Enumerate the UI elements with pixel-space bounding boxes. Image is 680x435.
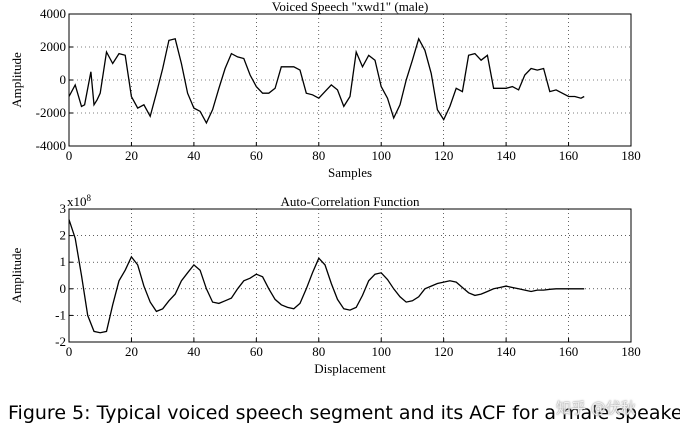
watermark: 知乎 @伏秋 (556, 399, 636, 417)
x-tick-label: 120 (434, 344, 454, 359)
x-tick-label: 100 (371, 148, 391, 163)
x-tick-label: 100 (371, 344, 391, 359)
acf-multiplier-exponent: 8 (87, 193, 92, 203)
y-tick-label: 0 (60, 72, 67, 87)
acf-chart-grid (69, 209, 631, 342)
y-tick-label: -2 (55, 334, 66, 349)
x-tick-label: 80 (312, 344, 325, 359)
x-tick-label: 140 (496, 344, 516, 359)
acf-chart-frame (68, 208, 632, 343)
x-tick-label: 0 (66, 148, 73, 163)
acf-chart-ticks: 0 20 40 60 80 100 120 140 160 180 -2 -1 0 1 2 3 (55, 201, 641, 359)
x-tick-label: 160 (559, 344, 579, 359)
y-tick-label: 3 (60, 201, 67, 216)
y-tick-label: 2 (60, 228, 67, 243)
speech-chart-grid (69, 14, 631, 146)
speech-waveform-line (68, 37, 585, 125)
x-tick-label: 60 (250, 148, 263, 163)
speech-chart-ticks: 0 20 40 60 80 100 120 140 160 180 -4000 -2000 0 2000 4… (36, 6, 641, 163)
acf-chart: 0 20 40 60 80 100 120 140 160 180 -2 -1 0 1 2 3 Auto-Co… (9, 193, 641, 376)
x-tick-label: 140 (496, 148, 516, 163)
y-tick-label: -2000 (36, 105, 66, 120)
speech-chart-xlabel: Samples (328, 165, 372, 180)
y-tick-label: -1 (55, 307, 66, 322)
x-tick-label: 40 (187, 148, 200, 163)
acf-chart-multiplier: x108 (67, 193, 92, 209)
x-tick-label: 80 (312, 148, 325, 163)
acf-multiplier-base: x10 (67, 194, 87, 209)
x-tick-label: 160 (559, 148, 579, 163)
x-tick-label: 60 (250, 344, 263, 359)
y-tick-label: 2000 (40, 39, 66, 54)
x-tick-label: 180 (621, 344, 641, 359)
figure-caption: Figure 5: Typical voiced speech segment … (8, 402, 680, 424)
speech-chart-ylabel: Amplitude (9, 52, 24, 108)
acf-chart-title: Auto-Correlation Function (280, 194, 420, 209)
acf-chart-ylabel: Amplitude (9, 247, 24, 303)
y-tick-label: 0 (60, 281, 67, 296)
x-tick-label: 120 (434, 148, 454, 163)
acf-line (68, 219, 585, 334)
y-tick-label: 4000 (40, 6, 66, 21)
x-tick-label: 180 (621, 148, 641, 163)
figure-charts: 0 20 40 60 80 100 120 140 160 180-4000-2000020004… (9, 0, 641, 376)
speech-chart-title: Voiced Speech "xwd1" (male) (272, 0, 429, 14)
speech-chart: 0 20 40 60 80 100 120 140 160 180 -4000 -2000 0 2000 4… (9, 0, 641, 180)
x-tick-label: 20 (125, 344, 138, 359)
y-tick-label: -4000 (36, 138, 66, 153)
x-tick-label: 40 (187, 344, 200, 359)
x-tick-label: 20 (125, 148, 138, 163)
acf-chart-xlabel: Displacement (314, 361, 386, 376)
speech-chart-frame (68, 13, 632, 147)
y-tick-label: 1 (60, 254, 67, 269)
x-tick-label: 0 (66, 344, 73, 359)
